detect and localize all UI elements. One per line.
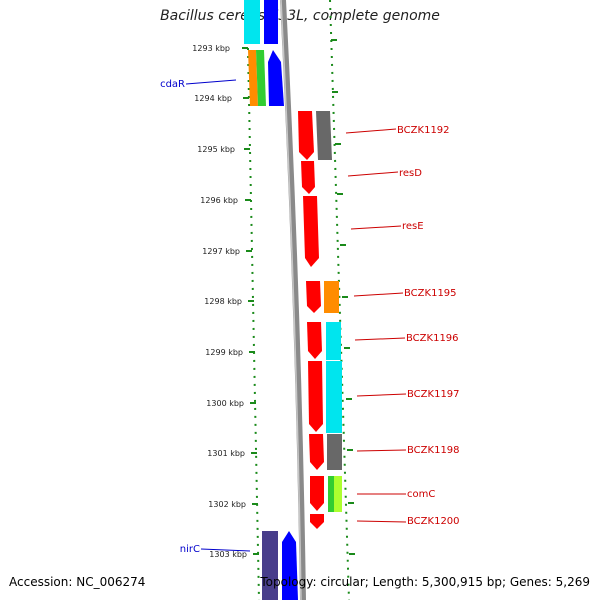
gene-bczk1195[interactable] bbox=[306, 281, 321, 313]
tick-label: 1302 kbp bbox=[208, 500, 246, 509]
gene-label-bczk1192[interactable]: BCZK1192 bbox=[397, 125, 450, 136]
gene-rese[interactable] bbox=[303, 196, 319, 267]
leader-line bbox=[356, 449, 407, 452]
gene-blue-bottom[interactable] bbox=[282, 531, 298, 600]
tick-label: 1293 kbp bbox=[192, 44, 230, 53]
gene-slate[interactable] bbox=[262, 531, 278, 600]
leader-line bbox=[347, 171, 399, 177]
gene-cluster-top bbox=[244, 0, 284, 106]
left-tick-marks bbox=[242, 47, 259, 555]
leader-line bbox=[353, 292, 404, 297]
tick-label: 1296 kbp bbox=[200, 196, 238, 205]
leader-line bbox=[345, 128, 397, 134]
gene-label-cdar[interactable]: cdaR bbox=[160, 79, 185, 90]
gene-resd[interactable] bbox=[301, 161, 315, 194]
gene-label-rese[interactable]: resE bbox=[402, 221, 424, 232]
accession-label: Accession: NC_006274 bbox=[9, 575, 146, 589]
gene-label-bczk1197[interactable]: BCZK1197 bbox=[407, 389, 460, 400]
leader-line bbox=[354, 337, 406, 341]
gene-cyan[interactable] bbox=[244, 0, 260, 44]
gene-bczk1197-cyan[interactable] bbox=[326, 361, 342, 433]
gene-label-nirc[interactable]: nirC bbox=[180, 544, 200, 555]
tick-label: 1303 kbp bbox=[209, 550, 247, 559]
tick-label: 1298 kbp bbox=[204, 297, 242, 306]
gene-bczk1200[interactable] bbox=[310, 514, 324, 529]
gene-bczk1198[interactable] bbox=[309, 434, 324, 470]
gene-comc-green[interactable] bbox=[328, 476, 334, 512]
leader-line bbox=[200, 548, 251, 552]
gene-comc-yellowgreen[interactable] bbox=[334, 476, 342, 512]
genome-backbone-highlight bbox=[280, 0, 302, 600]
gene-green[interactable] bbox=[256, 50, 266, 106]
gene-comc[interactable] bbox=[310, 476, 324, 511]
right-gene-labels: BCZK1192 resD resE BCZK1195 BCZK1196 BCZ… bbox=[345, 125, 460, 527]
leader-line bbox=[356, 520, 407, 523]
gene-cluster-main bbox=[298, 111, 342, 529]
leader-line bbox=[185, 79, 237, 85]
gene-bczk1195-orange[interactable] bbox=[324, 281, 339, 313]
tick-label: 1294 kbp bbox=[194, 94, 232, 103]
gene-bczk1198-gray[interactable] bbox=[327, 434, 342, 470]
left-gene-labels: cdaR nirC bbox=[160, 79, 251, 555]
gene-bczk1192-gray[interactable] bbox=[316, 111, 332, 160]
gene-label-bczk1196[interactable]: BCZK1196 bbox=[406, 333, 459, 344]
gene-bczk1196-cyan[interactable] bbox=[326, 322, 341, 360]
gene-blue-arrow[interactable] bbox=[268, 50, 284, 106]
gene-label-bczk1200[interactable]: BCZK1200 bbox=[407, 516, 460, 527]
gene-cluster-bottom bbox=[262, 531, 298, 600]
right-tick-marks bbox=[331, 39, 355, 555]
gene-label-bczk1195[interactable]: BCZK1195 bbox=[404, 288, 457, 299]
leader-line bbox=[350, 225, 402, 230]
gene-orange[interactable] bbox=[248, 50, 258, 106]
gene-bczk1192[interactable] bbox=[298, 111, 314, 160]
map-title: Bacillus cereus E33L, complete genome bbox=[160, 8, 440, 24]
tick-label: 1295 kbp bbox=[197, 145, 235, 154]
leader-line bbox=[356, 393, 407, 397]
gene-blue[interactable] bbox=[264, 0, 278, 44]
genome-backbone bbox=[280, 0, 306, 600]
tick-label: 1301 kbp bbox=[207, 449, 245, 458]
gene-label-bczk1198[interactable]: BCZK1198 bbox=[407, 445, 460, 456]
gene-bczk1196[interactable] bbox=[307, 322, 322, 359]
gene-label-comc[interactable]: comC bbox=[407, 489, 435, 500]
tick-label: 1299 kbp bbox=[205, 348, 243, 357]
gene-label-resd[interactable]: resD bbox=[399, 168, 422, 179]
gene-bczk1197[interactable] bbox=[308, 361, 323, 432]
tick-label: 1300 kbp bbox=[206, 399, 244, 408]
tick-labels: 1293 kbp 1294 kbp 1295 kbp 1296 kbp 1297… bbox=[192, 44, 247, 559]
tick-label: 1297 kbp bbox=[202, 247, 240, 256]
genome-metadata: Topology: circular; Length: 5,300,915 bp… bbox=[260, 575, 590, 589]
